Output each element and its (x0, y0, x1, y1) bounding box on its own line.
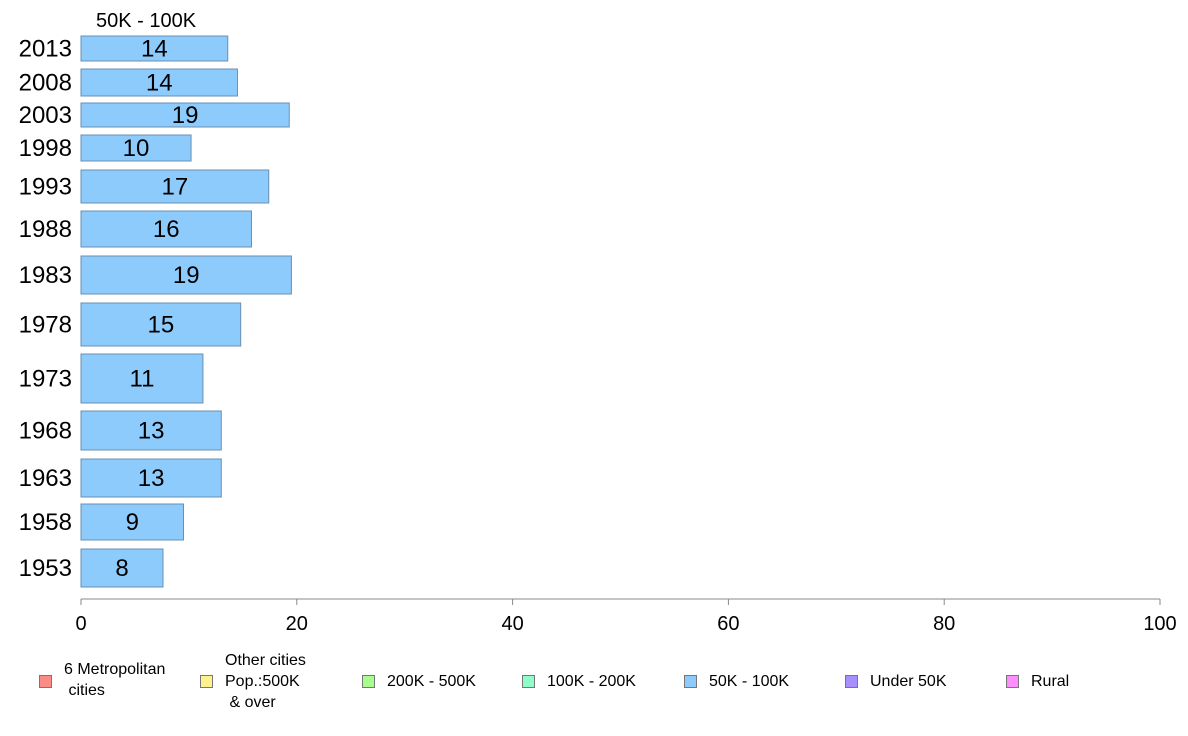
legend-swatch (39, 675, 52, 688)
legend-item: 6 Metropolitan cities (39, 650, 165, 701)
legend-item: 50K - 100K (684, 650, 789, 692)
bar-1988 (80, 210, 252, 248)
value-label: 11 (130, 366, 155, 393)
category-label: 1993 (19, 174, 72, 201)
x-tick-label: 20 (286, 613, 308, 635)
category-label: 1968 (19, 418, 72, 445)
value-label: 19 (173, 262, 200, 289)
value-label: 8 (115, 555, 128, 582)
category-label: 1953 (19, 555, 72, 582)
category-label: 1988 (19, 216, 72, 243)
legend-item: Rural (1006, 650, 1069, 692)
x-axis: 0 20 40 60 80 100 (75, 598, 1177, 635)
category-label: 1983 (19, 262, 72, 289)
value-label: 14 (146, 70, 173, 97)
legend-label: Rural (1031, 673, 1070, 690)
category-label: 1978 (19, 312, 72, 339)
legend-label: Under 50K (870, 673, 947, 690)
x-tick-label: 100 (1143, 613, 1176, 635)
value-label: 16 (153, 216, 180, 243)
legend-label: Other cities Pop.:500K & over (225, 652, 306, 711)
legend-item: 200K - 500K (362, 650, 476, 692)
value-label: 19 (172, 102, 199, 129)
category-label: 1998 (19, 135, 72, 162)
value-label: 9 (126, 509, 139, 536)
bar-1963 (80, 458, 222, 498)
legend-label: 6 Metropolitan cities (64, 661, 166, 699)
bar-2003 (80, 102, 290, 128)
value-label: 10 (123, 135, 150, 162)
bar-2008 (80, 68, 238, 97)
legend: 6 Metropolitan cities Other cities Pop.:5… (0, 650, 1188, 730)
x-tick-label: 40 (501, 613, 523, 635)
value-label: 15 (147, 312, 174, 339)
legend-swatch (362, 675, 375, 688)
bar-1973 (80, 353, 204, 404)
legend-label: 50K - 100K (709, 673, 790, 690)
legend-swatch (1006, 675, 1019, 688)
bar-1958 (80, 503, 185, 541)
category-label: 1973 (19, 366, 72, 393)
category-label: 2013 (19, 36, 72, 63)
category-label: 1963 (19, 465, 72, 492)
legend-swatch (200, 675, 213, 688)
bar-1993 (80, 169, 270, 204)
legend-label: 100K - 200K (547, 673, 636, 690)
category-label: 1958 (19, 509, 72, 536)
x-tick-label: 60 (717, 613, 739, 635)
legend-item: Other cities Pop.:500K & over (200, 650, 306, 713)
value-label: 17 (162, 174, 189, 201)
legend-item: Under 50K (845, 650, 947, 692)
x-tick-label: 0 (75, 613, 86, 635)
x-tick-label: 80 (933, 613, 955, 635)
value-label: 14 (141, 36, 168, 63)
bar-1978 (80, 302, 242, 347)
category-label: 2008 (19, 70, 72, 97)
legend-swatch (845, 675, 858, 688)
bar-1998 (80, 134, 192, 162)
legend-swatch (684, 675, 697, 688)
value-label: 13 (138, 418, 165, 445)
bar-1953 (80, 548, 164, 588)
bar-1983 (80, 255, 292, 295)
chart-title: 50K - 100K (96, 10, 197, 32)
category-label: 2003 (19, 102, 72, 129)
bar-1968 (80, 410, 222, 451)
legend-label: 200K - 500K (387, 673, 476, 690)
legend-swatch (522, 675, 535, 688)
value-label: 13 (138, 465, 165, 492)
bar-2013 (80, 35, 229, 62)
legend-item: 100K - 200K (522, 650, 636, 692)
